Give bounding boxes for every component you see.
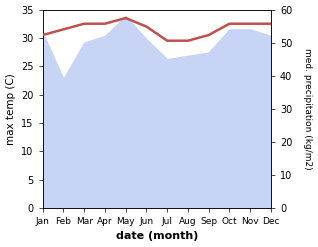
Y-axis label: max temp (C): max temp (C) <box>5 73 16 144</box>
Y-axis label: med. precipitation (kg/m2): med. precipitation (kg/m2) <box>303 48 313 169</box>
X-axis label: date (month): date (month) <box>116 231 198 242</box>
